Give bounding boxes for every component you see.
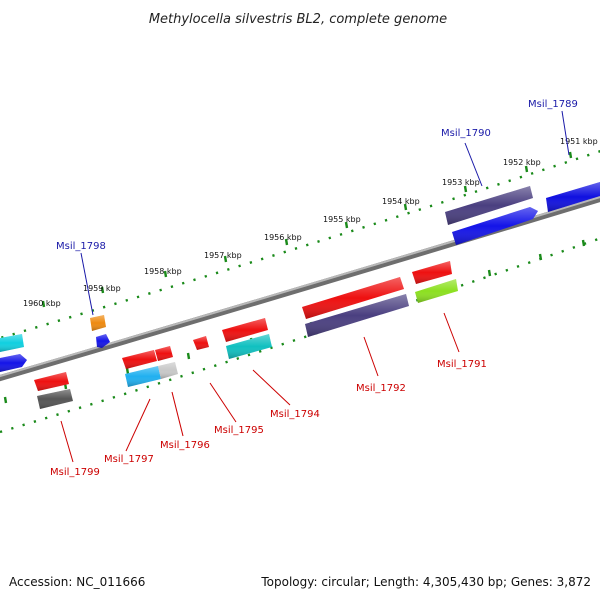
feature-msil-1794-red[interactable]	[222, 318, 268, 342]
inner-tick-ring	[0, 237, 600, 434]
feature-msil-1796-grey[interactable]	[158, 362, 178, 379]
tick-label-1957: 1957 kbp	[204, 251, 242, 260]
tick-label-1959: 1959 kbp	[83, 284, 121, 293]
gene-label-msil-1798[interactable]: Msil_1798	[56, 241, 106, 252]
feature-msil-1791-red[interactable]	[412, 261, 452, 284]
gene-label-msil-1790[interactable]: Msil_1790	[441, 128, 491, 139]
feature-msil-1792-red[interactable]	[302, 277, 404, 319]
gene-label-msil-1789[interactable]: Msil_1789	[528, 99, 578, 110]
map-title: Methylocella silvestris BL2, complete ge…	[149, 12, 447, 27]
feature-msil-1795-red[interactable]	[193, 336, 209, 350]
tick-label-1958: 1958 kbp	[144, 267, 182, 276]
gene-label-msil-1794[interactable]: Msil_1794	[270, 409, 320, 420]
outer-major-ticks	[41, 151, 573, 308]
tick-label-1952: 1952 kbp	[503, 158, 541, 167]
gene-label-msil-1795[interactable]: Msil_1795	[214, 425, 264, 436]
feature-top-left-blue[interactable]	[0, 354, 27, 372]
feature-top-right-blue[interactable]	[546, 182, 600, 212]
feature-msil-1794-teal[interactable]	[226, 334, 272, 359]
feature-msil-1799-red[interactable]	[34, 372, 69, 391]
feature-msil-1799-grey[interactable]	[37, 389, 73, 409]
feature-msil-1791-green[interactable]	[415, 279, 458, 303]
label-leader-lines	[60, 110, 570, 463]
tick-label-1954: 1954 kbp	[382, 197, 420, 206]
feature-top-msil-1790-purple[interactable]	[445, 186, 533, 225]
feature-msil-1792-purple[interactable]	[305, 294, 409, 337]
accession-text: Accession: NC_011666	[9, 575, 146, 589]
feature-msil-1797-red[interactable]	[122, 350, 157, 369]
gene-label-msil-1797[interactable]: Msil_1797	[104, 454, 154, 465]
feature-top-left-cyan[interactable]	[0, 334, 24, 352]
gene-label-msil-1799[interactable]: Msil_1799	[50, 467, 100, 478]
tick-label-1960: 1960 kbp	[23, 299, 61, 308]
feature-top-msil-1798-blue[interactable]	[96, 334, 110, 348]
feature-top-msil-1790-blue[interactable]	[452, 207, 538, 245]
gene-label-msil-1791[interactable]: Msil_1791	[437, 359, 487, 370]
feature-top-msil-1798-orange[interactable]	[90, 315, 106, 331]
tick-label-1951: 1951 kbp	[560, 137, 598, 146]
feature-msil-1796-red[interactable]	[155, 346, 173, 361]
gene-label-msil-1796[interactable]: Msil_1796	[160, 440, 210, 451]
tick-label-1955: 1955 kbp	[323, 215, 361, 224]
gene-label-msil-1792[interactable]: Msil_1792	[356, 383, 406, 394]
feature-msil-1797-cyan[interactable]	[125, 366, 161, 387]
genome-summary-text: Topology: circular; Length: 4,305,430 bp…	[261, 575, 591, 589]
tick-label-1956: 1956 kbp	[264, 233, 302, 242]
tick-label-1953: 1953 kbp	[442, 178, 480, 187]
